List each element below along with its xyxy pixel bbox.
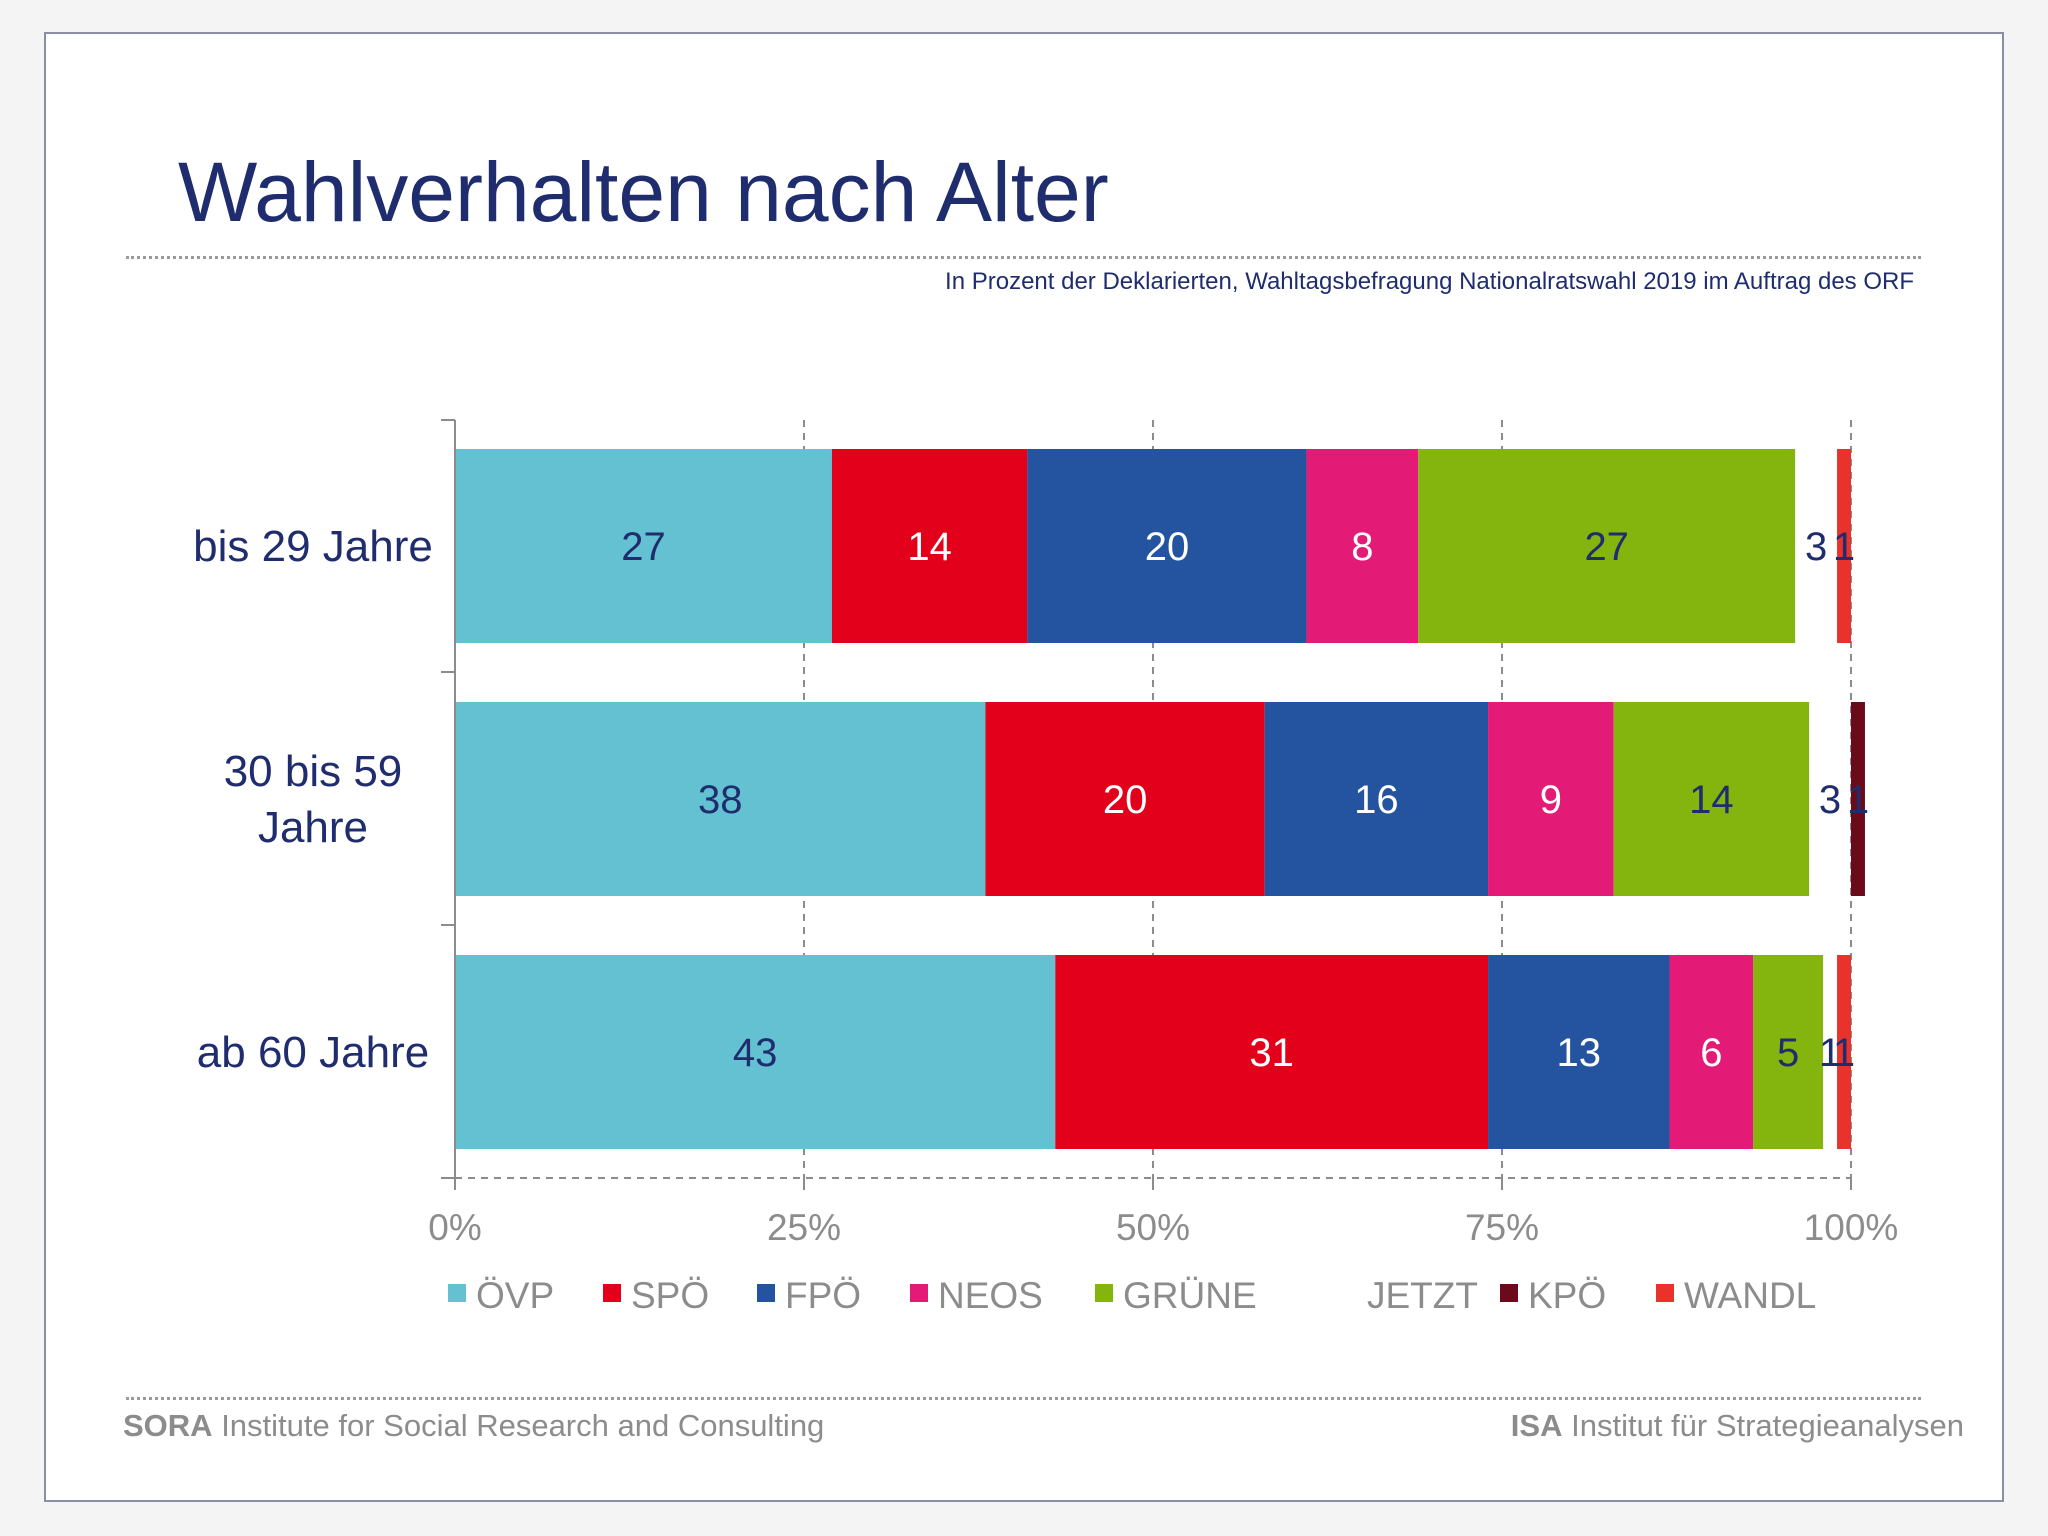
bar-segment bbox=[1613, 702, 1810, 896]
legend-swatch bbox=[1095, 1284, 1113, 1302]
bar-segment bbox=[1851, 702, 1865, 896]
x-tick-label: 75% bbox=[1465, 1207, 1539, 1248]
legend-label: ÖVP bbox=[476, 1275, 554, 1316]
bar-segment bbox=[455, 955, 1056, 1149]
legend-swatch bbox=[757, 1284, 775, 1302]
data-label: 3 bbox=[1819, 778, 1841, 822]
data-label: 13 bbox=[1557, 1031, 1602, 1075]
bar-segment bbox=[1306, 449, 1419, 643]
data-label: 31 bbox=[1249, 1031, 1294, 1075]
legend-swatch bbox=[603, 1284, 621, 1302]
data-label: 38 bbox=[698, 778, 743, 822]
data-label: 27 bbox=[621, 525, 666, 569]
legend-label: WANDL bbox=[1684, 1275, 1816, 1316]
legend-label: SPÖ bbox=[631, 1275, 709, 1316]
bar-segment bbox=[1264, 702, 1489, 896]
page-title: Wahlverhalten nach Alter bbox=[178, 145, 1109, 239]
data-label: 27 bbox=[1584, 525, 1629, 569]
category-label: 30 bis 59 bbox=[224, 747, 403, 796]
data-label: 20 bbox=[1145, 525, 1190, 569]
legend-label: GRÜNE bbox=[1123, 1275, 1257, 1316]
bar-segment bbox=[1753, 955, 1824, 1149]
bar-segment bbox=[1837, 449, 1851, 643]
bar-segment bbox=[1027, 449, 1307, 643]
bar-segment bbox=[1837, 955, 1851, 1149]
bar-segment bbox=[1488, 955, 1670, 1149]
data-label: 14 bbox=[907, 525, 952, 569]
legend-label: NEOS bbox=[938, 1275, 1043, 1316]
x-tick-label: 0% bbox=[428, 1207, 481, 1248]
bar-segment bbox=[1669, 955, 1754, 1149]
chart-subtitle: In Prozent der Deklarierten, Wahltagsbef… bbox=[945, 268, 1914, 295]
bar-segment bbox=[1488, 702, 1614, 896]
bar-segment bbox=[985, 702, 1265, 896]
legend-swatch bbox=[910, 1284, 928, 1302]
data-label: 9 bbox=[1540, 778, 1562, 822]
bar-segment bbox=[831, 449, 1028, 643]
data-label: 5 bbox=[1777, 1031, 1799, 1075]
bar-segment bbox=[1418, 449, 1796, 643]
category-label: bis 29 Jahre bbox=[193, 522, 433, 571]
bar-segment bbox=[455, 449, 832, 643]
data-label: 6 bbox=[1700, 1031, 1722, 1075]
data-label: 8 bbox=[1351, 525, 1373, 569]
legend-swatch bbox=[448, 1284, 466, 1302]
bar-segment bbox=[1055, 955, 1489, 1149]
data-label: 43 bbox=[733, 1031, 778, 1075]
legend-swatch bbox=[1500, 1284, 1518, 1302]
data-label: 3 bbox=[1805, 525, 1827, 569]
legend-label: FPÖ bbox=[785, 1275, 861, 1316]
bar-segment bbox=[455, 702, 986, 896]
legend-label: KPÖ bbox=[1528, 1275, 1606, 1316]
title-divider bbox=[126, 256, 1921, 259]
x-tick-label: 25% bbox=[767, 1207, 841, 1248]
legend-swatch bbox=[1656, 1284, 1674, 1302]
data-label: 1 bbox=[1819, 1031, 1841, 1075]
data-label: 20 bbox=[1103, 778, 1148, 822]
data-label: 16 bbox=[1354, 778, 1399, 822]
footer-sora: SORA Institute for Social Research and C… bbox=[123, 1408, 825, 1443]
category-label: Jahre bbox=[258, 803, 368, 852]
footer-divider bbox=[126, 1397, 1921, 1400]
x-tick-label: 50% bbox=[1116, 1207, 1190, 1248]
legend-label: JETZT bbox=[1367, 1275, 1478, 1316]
data-label: 14 bbox=[1689, 778, 1734, 822]
x-tick-label: 100% bbox=[1804, 1207, 1899, 1248]
data-label: 1 bbox=[1833, 1031, 1855, 1075]
data-label: 1 bbox=[1833, 525, 1855, 569]
footer-isa: ISA Institut für Strategieanalysen bbox=[1510, 1408, 1964, 1443]
data-label: 1 bbox=[1847, 778, 1869, 822]
category-label: ab 60 Jahre bbox=[197, 1028, 429, 1077]
